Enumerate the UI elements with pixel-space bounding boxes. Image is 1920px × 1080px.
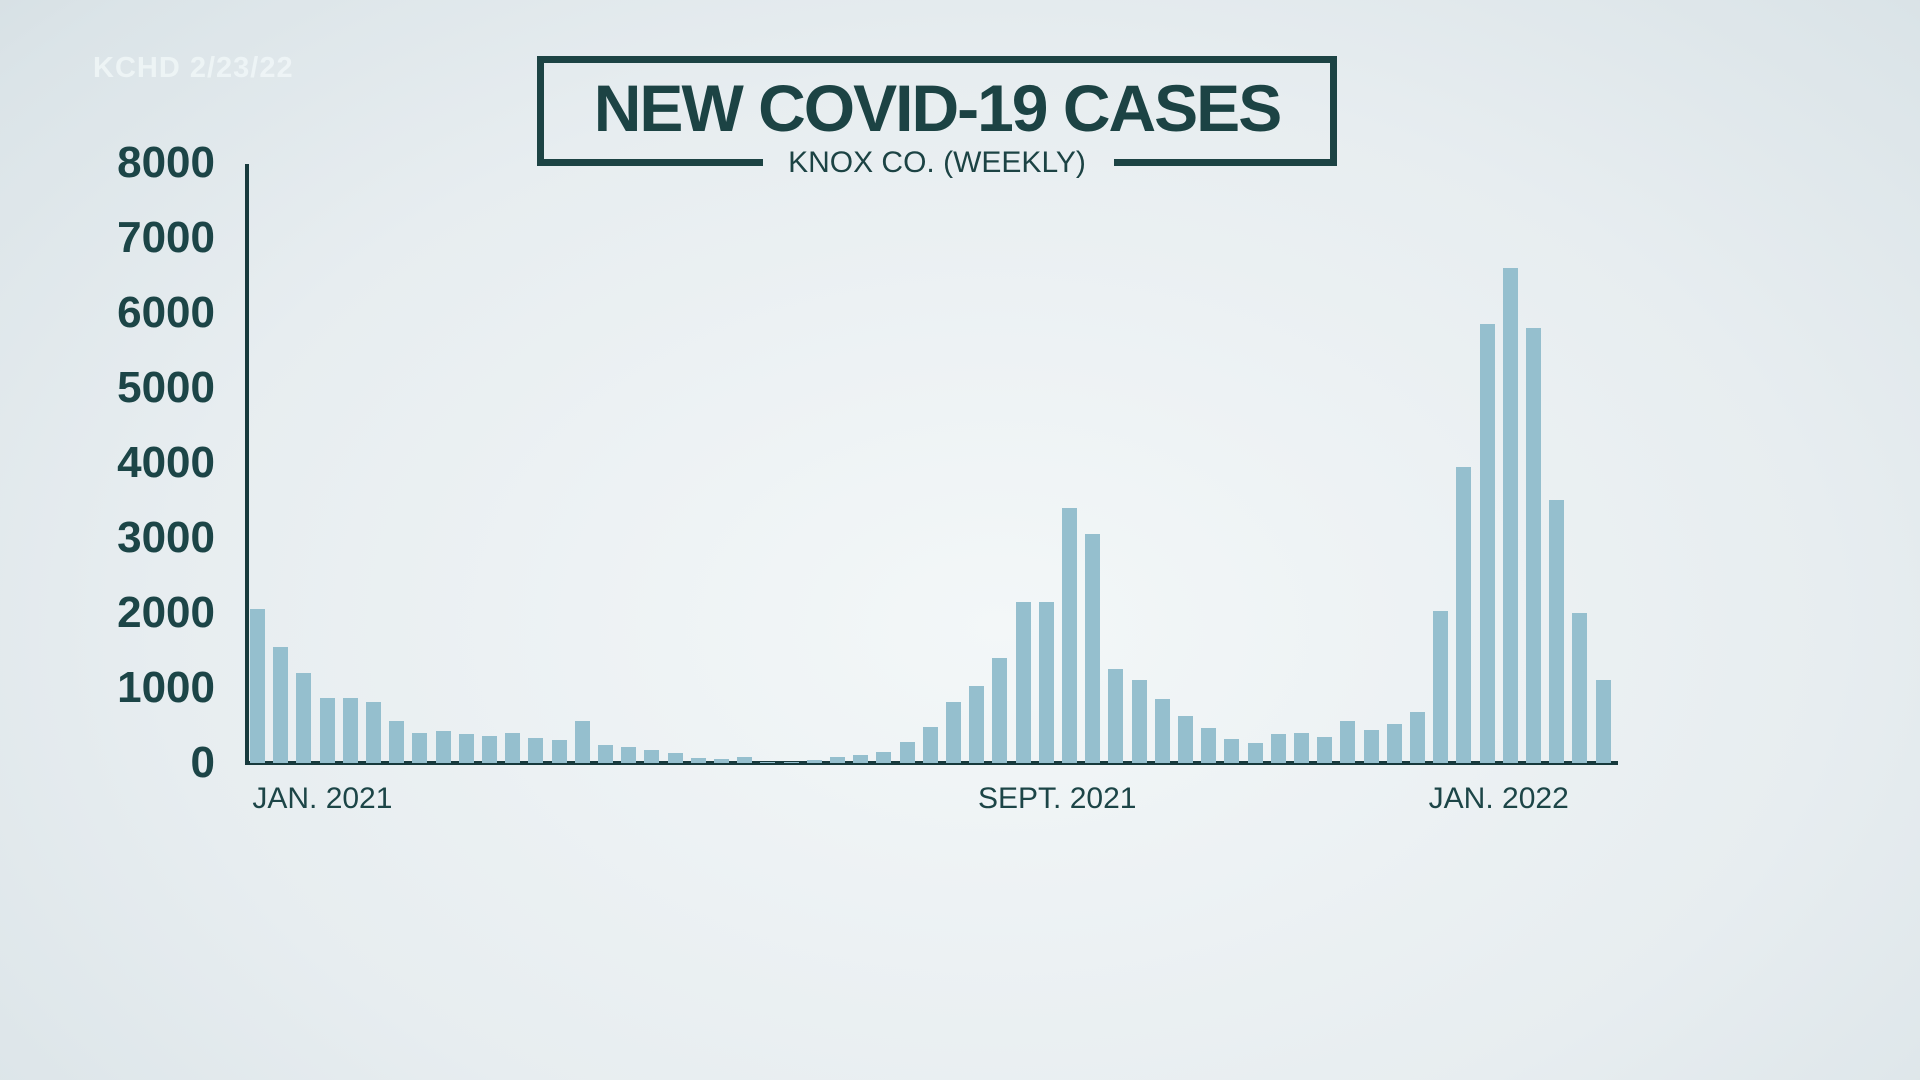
bar-week-8 <box>412 733 428 763</box>
bar-week-14 <box>551 740 567 763</box>
bar-week-45 <box>1270 734 1286 763</box>
y-tick-label-2000: 2000 <box>117 588 215 637</box>
bar-week-10 <box>458 734 474 763</box>
bar-week-57 <box>1549 500 1565 763</box>
bar-week-5 <box>342 698 358 763</box>
bar-week-21 <box>714 759 729 763</box>
title-box-border-bottom-right <box>1114 159 1337 166</box>
bar-week-36 <box>1062 508 1077 763</box>
bar-week-41 <box>1178 716 1193 763</box>
bar-week-20 <box>690 758 706 763</box>
title-box-border-top <box>537 56 1337 63</box>
bar-week-1 <box>250 609 265 763</box>
bar-week-46 <box>1294 733 1309 763</box>
bar-week-44 <box>1247 743 1263 763</box>
bar-week-32 <box>969 686 985 763</box>
title-box-border-left <box>537 56 544 166</box>
bar-week-22 <box>737 757 753 763</box>
bar-week-11 <box>482 736 497 763</box>
bar-week-7 <box>389 721 405 763</box>
bar-week-47 <box>1317 737 1333 763</box>
y-tick-label-6000: 6000 <box>117 288 215 337</box>
bar-week-49 <box>1363 730 1379 763</box>
bar-week-9 <box>435 731 451 763</box>
bar-week-23 <box>760 762 776 763</box>
bar-week-48 <box>1340 721 1356 763</box>
bar-week-6 <box>366 702 381 763</box>
bar-week-15 <box>574 721 590 763</box>
bar-week-54 <box>1479 324 1495 763</box>
bar-week-31 <box>946 702 961 763</box>
station-watermark: KCHD 2/23/22 <box>93 52 294 84</box>
bar-week-19 <box>667 753 683 763</box>
bar-week-50 <box>1386 724 1402 763</box>
bar-week-29 <box>899 742 915 763</box>
bar-week-55 <box>1502 268 1518 763</box>
bar-week-37 <box>1085 534 1101 763</box>
bar-week-3 <box>296 673 312 763</box>
bar-week-52 <box>1433 611 1449 763</box>
bar-week-26 <box>830 757 845 763</box>
bar-week-25 <box>806 760 822 763</box>
bar-week-34 <box>1015 602 1031 763</box>
y-tick-label-8000: 8000 <box>117 138 215 187</box>
bar-week-4 <box>319 698 335 763</box>
bar-week-17 <box>621 747 637 763</box>
y-tick-label-3000: 3000 <box>117 513 215 562</box>
x-axis-line <box>245 761 1618 765</box>
x-tick-label-jan-2022: JAN. 2022 <box>1428 782 1569 815</box>
bar-week-42 <box>1201 728 1217 763</box>
chart-subtitle: KNOX CO. (WEEKLY) <box>788 146 1086 179</box>
bar-week-33 <box>992 658 1008 763</box>
y-tick-label-1000: 1000 <box>117 663 215 712</box>
bar-week-59 <box>1595 680 1611 763</box>
bar-week-2 <box>273 647 289 763</box>
bar-week-16 <box>598 745 613 763</box>
bar-week-58 <box>1572 613 1588 763</box>
bar-week-24 <box>783 762 799 763</box>
bar-week-51 <box>1410 712 1425 763</box>
bar-week-12 <box>505 733 521 763</box>
title-box: NEW COVID-19 CASES KNOX CO. (WEEKLY) <box>537 56 1337 179</box>
bar-week-13 <box>528 738 544 763</box>
y-tick-label-5000: 5000 <box>117 363 215 412</box>
y-axis-line <box>245 164 249 765</box>
bar-week-28 <box>876 752 892 763</box>
bar-week-27 <box>853 755 869 763</box>
bar-week-30 <box>922 727 938 763</box>
bar-week-40 <box>1154 699 1170 763</box>
y-tick-label-4000: 4000 <box>117 438 215 487</box>
title-box-border-right <box>1330 56 1337 166</box>
bar-week-53 <box>1456 467 1472 763</box>
x-tick-label-sept-2021: SEPT. 2021 <box>978 782 1137 815</box>
y-tick-label-7000: 7000 <box>117 213 215 262</box>
x-tick-label-jan-2021: JAN. 2021 <box>252 782 393 815</box>
bar-week-39 <box>1131 680 1147 763</box>
bar-week-43 <box>1224 739 1240 763</box>
chart-title: NEW COVID-19 CASES <box>593 71 1282 145</box>
bar-week-18 <box>644 750 660 763</box>
bars-container <box>250 163 1630 763</box>
bar-week-56 <box>1526 328 1541 763</box>
bar-week-35 <box>1038 602 1054 763</box>
bar-week-38 <box>1108 669 1124 763</box>
y-tick-label-0: 0 <box>190 738 215 787</box>
title-box-border-bottom-left <box>537 159 763 166</box>
